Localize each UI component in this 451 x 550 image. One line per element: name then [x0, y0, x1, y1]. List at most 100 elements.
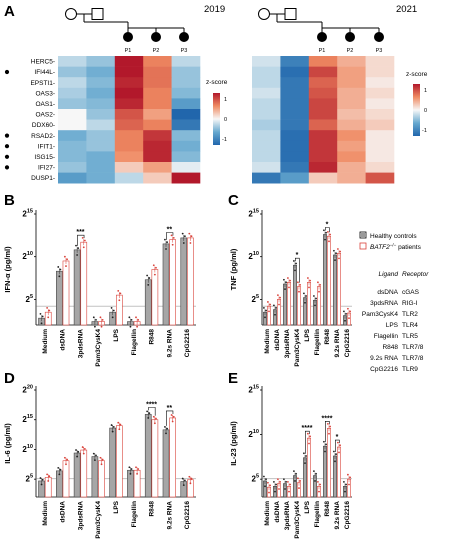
significance-bracket: [305, 430, 310, 454]
data-point: [130, 468, 133, 470]
gene-label: DDX60-: [32, 122, 55, 129]
data-point: [325, 231, 327, 234]
x-tick-label: dsDNA: [274, 329, 281, 351]
data-point: [265, 478, 267, 481]
data-point: [317, 480, 319, 483]
data-point: [298, 487, 300, 489]
data-point: [135, 316, 137, 319]
data-point: [345, 313, 347, 315]
data-point: [170, 414, 173, 416]
heatmap-cell: [58, 119, 87, 131]
heatmap-cell: [58, 77, 87, 89]
data-point: [268, 491, 270, 494]
data-point: [137, 318, 140, 321]
heatmap-cell: [171, 140, 201, 152]
x-tick-label: Pam3CysK4: [294, 501, 301, 539]
table-receptor: TLR2: [402, 311, 418, 318]
data-point: [349, 476, 351, 479]
y-tick-label: 25: [251, 474, 259, 484]
heatmap-cell: [365, 130, 395, 142]
heatmap-cell: [143, 56, 172, 67]
data-point: [273, 304, 275, 307]
x-tick-label: CpG2216: [344, 329, 351, 358]
data-point: [57, 266, 60, 268]
heatmap-cell: [337, 87, 366, 99]
heatmap-cell: [308, 172, 338, 184]
gene-label: IFI27-: [38, 165, 55, 172]
data-point: [66, 458, 68, 461]
gene-marker-dot: [4, 69, 10, 75]
data-point: [263, 475, 265, 478]
heatmap-2019: [58, 56, 201, 184]
data-point: [75, 449, 77, 451]
y-tick-label: 215: [248, 385, 259, 395]
data-point: [283, 278, 285, 281]
data-point: [101, 318, 104, 321]
heatmap-cell: [365, 151, 395, 163]
data-point: [347, 473, 349, 476]
heatmap-cell: [58, 172, 87, 184]
data-point: [313, 470, 315, 473]
y-tick-label: 215: [248, 209, 259, 219]
data-point: [339, 250, 341, 253]
data-point: [267, 481, 269, 484]
x-tick-label: dsDNA: [60, 329, 67, 351]
heatmap-cell: [280, 130, 310, 142]
y-tick-label: 210: [248, 429, 259, 439]
data-point: [264, 485, 266, 488]
data-point: [165, 248, 167, 250]
data-point: [136, 325, 139, 328]
data-point: [274, 313, 276, 316]
zscore-tick: 1: [424, 88, 427, 94]
heatmap-cell: [252, 172, 281, 184]
data-point: [265, 309, 267, 312]
data-point: [76, 254, 79, 256]
heatmap-cell: [58, 130, 87, 142]
heatmap-cell: [58, 87, 87, 99]
x-tick-label: 9.2s RNA: [166, 501, 173, 530]
legend-label-healthy: Healthy controls: [370, 233, 417, 240]
y-tick-label: 215: [22, 414, 33, 424]
significance-bracket: [148, 407, 156, 416]
x-tick-label: 9.2s RNA: [166, 329, 173, 358]
heatmap-cell: [280, 98, 310, 110]
data-point: [155, 266, 157, 269]
heatmap-cell: [337, 109, 366, 120]
significance-bracket: [325, 421, 330, 443]
heatmap-cell: [308, 87, 338, 99]
data-point: [297, 477, 299, 480]
zscore-title: z-score: [206, 79, 228, 86]
bar-patient: [116, 425, 123, 498]
data-point: [344, 319, 346, 322]
data-point: [263, 307, 265, 309]
heatmap-cell: [252, 119, 281, 131]
x-tick-label: Flagellin: [314, 501, 321, 527]
heatmap-cell: [114, 66, 144, 78]
data-point: [119, 423, 122, 426]
significance-bracket: [335, 439, 340, 452]
y-axis-label: TNF (pg/ml): [229, 248, 238, 290]
table-receptor: cGAS: [402, 289, 420, 296]
y-tick-label: 25: [25, 294, 33, 304]
x-tick-label: R848: [324, 501, 331, 517]
bar-patient: [98, 460, 105, 498]
data-point: [118, 428, 121, 431]
heatmap-cell: [114, 151, 144, 163]
data-point: [41, 315, 44, 318]
heatmap-cell: [86, 98, 116, 110]
data-point: [94, 325, 96, 328]
gene-marker-dot: [4, 144, 10, 149]
data-point: [313, 295, 315, 297]
heatmap-cell: [114, 98, 144, 110]
gene-label: OAS3-: [35, 90, 55, 97]
data-point: [188, 232, 191, 235]
bar-patient: [306, 282, 311, 326]
x-tick-label: dsDNA: [60, 501, 67, 523]
x-tick-label: LPS: [113, 500, 120, 513]
gene-marker-dot: [4, 165, 10, 170]
data-point: [100, 463, 103, 466]
data-point: [304, 462, 306, 465]
heatmap-cell: [171, 172, 201, 184]
data-point: [63, 456, 66, 459]
